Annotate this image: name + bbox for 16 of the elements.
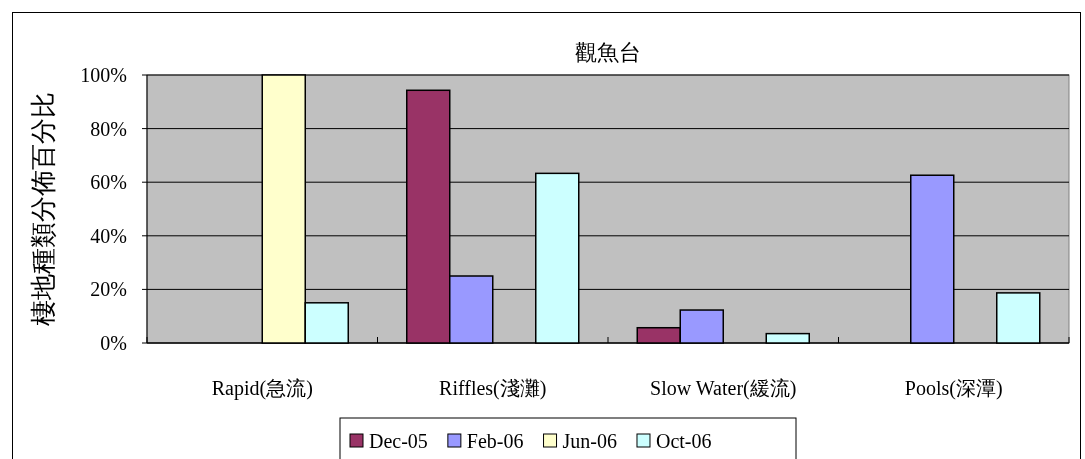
x-tick-label: Pools(深潭) — [904, 377, 1003, 400]
y-tick-label: 60% — [90, 171, 127, 194]
y-axis-title: 棲地種類分佈百分比 — [29, 92, 58, 326]
y-tick-label: 20% — [90, 278, 127, 301]
x-tick-label: Slow Water(緩流) — [650, 377, 797, 400]
y-tick-label: 80% — [90, 117, 127, 140]
y-tick-label: 100% — [80, 64, 127, 86]
legend-label: Feb-06 — [466, 430, 524, 452]
legend-label: Dec-05 — [369, 430, 428, 452]
chart-title: 觀魚台 — [575, 40, 641, 65]
y-tick-label: 0% — [100, 332, 127, 354]
x-tick-label: Riffles(淺灘) — [439, 377, 547, 400]
x-tick-label: Rapid(急流) — [211, 377, 313, 400]
legend-label: Jun-06 — [562, 430, 617, 452]
legend-label: Oct-06 — [655, 430, 712, 452]
y-tick-label: 40% — [90, 224, 127, 247]
